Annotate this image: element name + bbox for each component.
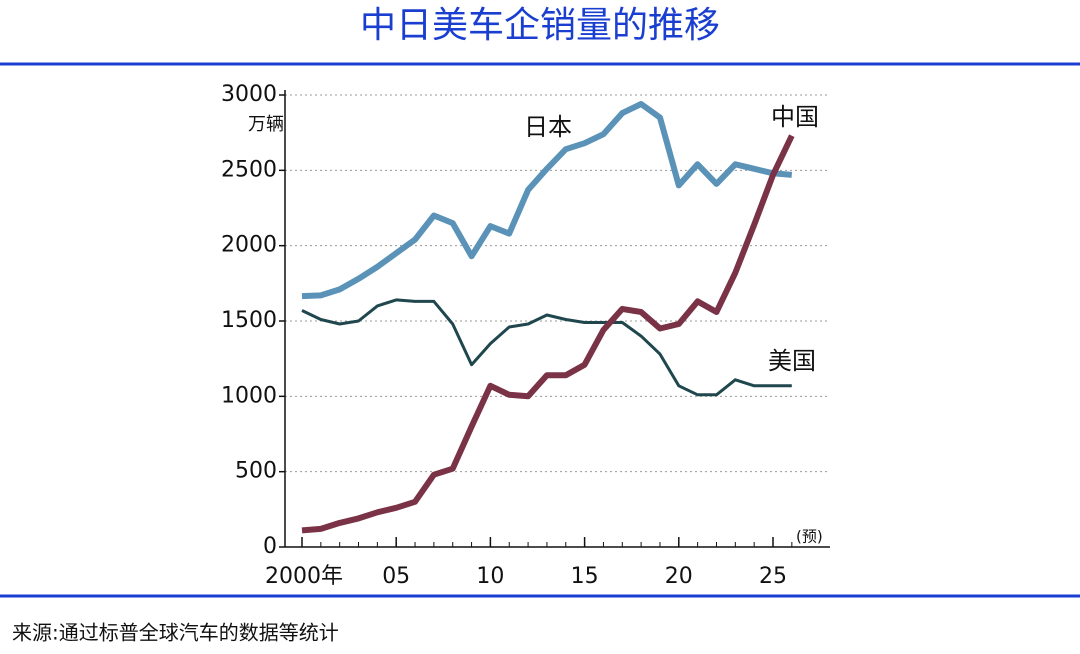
x-tick-label: 20 — [665, 564, 693, 589]
y-tick-label: 1500 — [221, 308, 277, 333]
y-tick-label: 3000 — [221, 82, 277, 107]
source: 来源:通过标普全球汽车的数据等统计 — [12, 621, 339, 645]
x-tick-label: 10 — [476, 564, 504, 589]
y-tick-label: 2000 — [221, 233, 277, 258]
chart-title: 中日美车企销量的推移 — [360, 5, 720, 46]
series-label: 日本 — [524, 113, 572, 141]
y-tick-label: 0 — [263, 534, 277, 559]
series-label: 中国 — [771, 103, 819, 131]
series-line — [301, 101, 793, 300]
y-tick-label: 500 — [235, 459, 277, 484]
annotation: (预) — [796, 528, 823, 546]
series-line — [301, 298, 792, 397]
x-tick-label: 25 — [759, 564, 787, 589]
x-tick-label: 05 — [382, 564, 410, 589]
unit-label: 万辆 — [248, 114, 284, 135]
x-tick-label: 15 — [571, 564, 599, 589]
y-tick-label: 2500 — [221, 157, 277, 182]
series-label: 美国 — [768, 347, 816, 375]
y-tick-label: 1000 — [221, 383, 277, 408]
x-tick-label: 2000年 — [265, 564, 343, 589]
series-line — [301, 134, 795, 534]
